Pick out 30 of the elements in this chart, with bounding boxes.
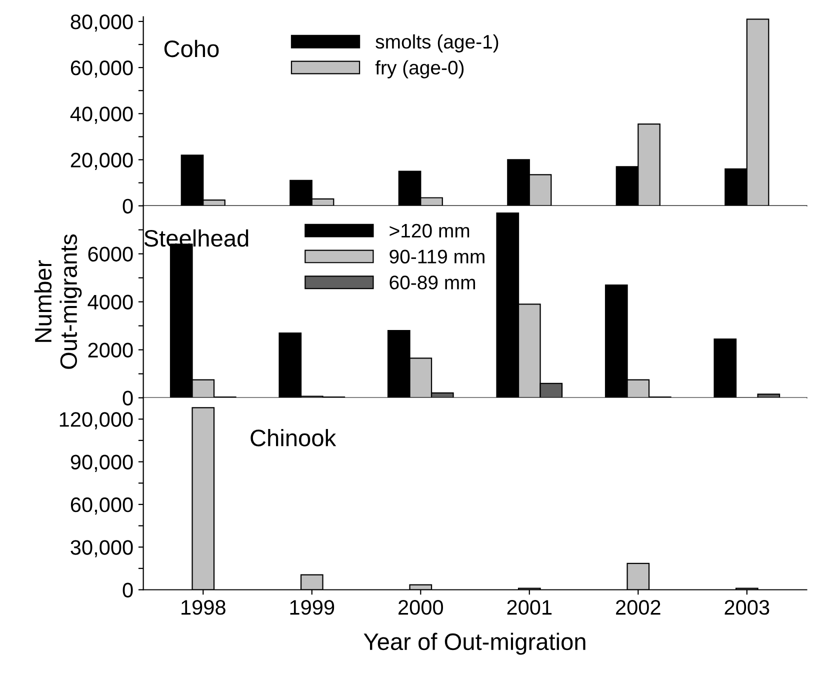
legend-label: fry (age-0)	[375, 60, 464, 78]
x-tick-label: 1998	[182, 600, 226, 615]
text: Coho	[164, 40, 219, 58]
y-tick-label: 0	[122, 582, 133, 598]
y-tick-label: 80,000	[70, 14, 133, 32]
text: Steelhead	[144, 229, 248, 247]
x-tick-label: 2001	[507, 600, 552, 615]
y-tick-label: 2000	[88, 342, 133, 358]
legend-label: 60-89 mm	[390, 276, 476, 290]
legend-label: smolts (age-1)	[376, 34, 498, 52]
text: Chinook	[250, 429, 336, 446]
y-tick-label: 6000	[88, 246, 133, 262]
y-axis-title: Number Out-migrants	[34, 234, 82, 369]
y-tick-label: 90,000	[70, 454, 133, 472]
x-tick-label: 2000	[398, 600, 444, 615]
legend-label: >120 mm	[390, 224, 470, 238]
legend-label: 90-119 mm	[390, 250, 484, 264]
x-tick-label: 2002	[616, 600, 660, 615]
y-tick-label: 60,000	[70, 60, 133, 78]
y-tick-label: 40,000	[70, 106, 133, 124]
y-tick-label: 20,000	[70, 152, 133, 170]
y-tick-label: 0	[122, 198, 133, 214]
y-tick-label: 60,000	[70, 497, 133, 515]
y-tick-label: 4000	[88, 294, 133, 310]
y-tick-label: 30,000	[70, 540, 133, 558]
x-tick-label: 1999	[290, 600, 334, 615]
y-tick-label: 0	[122, 390, 133, 406]
x-axis-title: Year of Out-migration	[364, 632, 586, 655]
y-tick-label: 120,000	[60, 412, 133, 430]
x-tick-label: 2003	[724, 600, 770, 615]
